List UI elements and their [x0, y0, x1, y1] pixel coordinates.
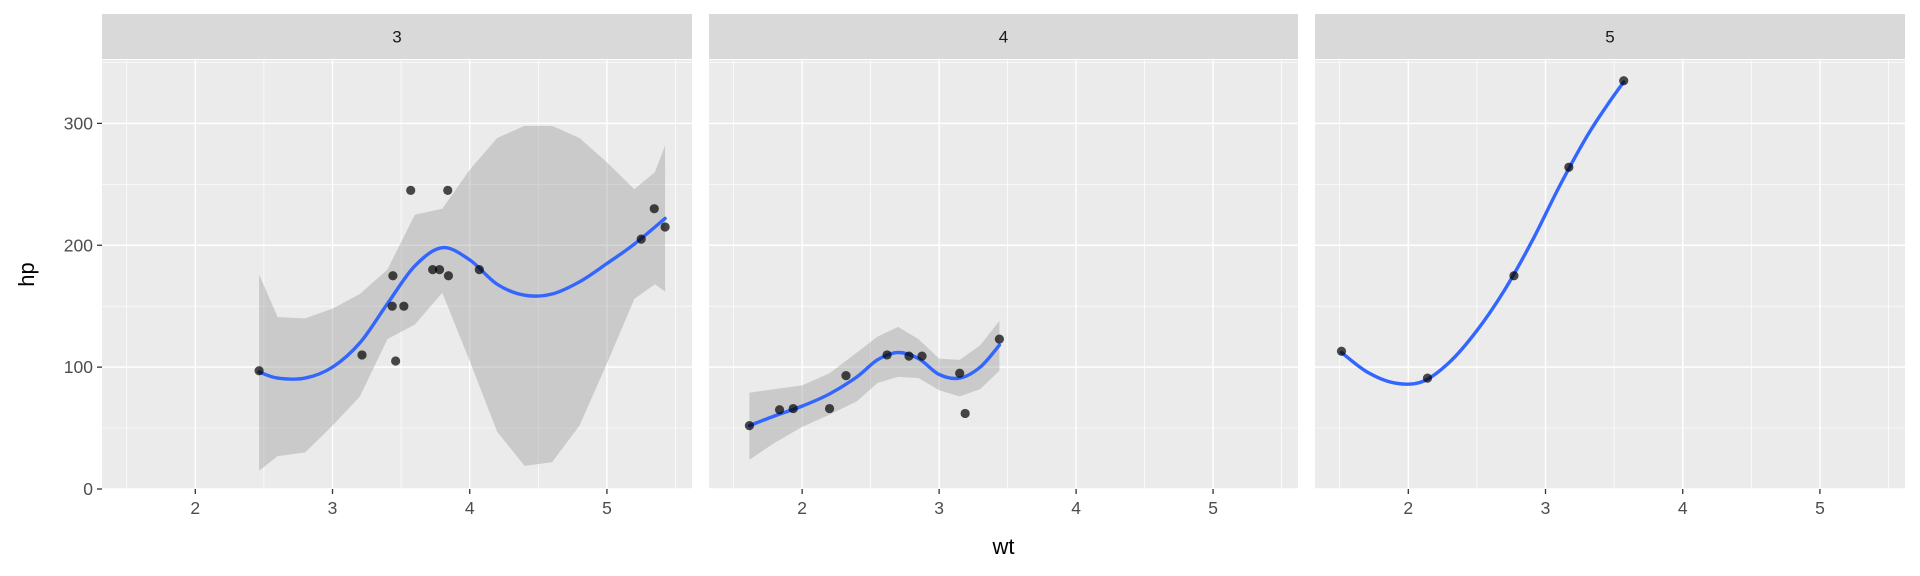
- x-tick-label: 4: [465, 498, 475, 518]
- y-tick-label: 300: [64, 113, 93, 133]
- facet-panel-4: 4: [709, 14, 1298, 490]
- confidence-band: [749, 320, 1000, 460]
- panel-background: [709, 60, 1298, 489]
- y-axis: 0 100 200 300: [64, 113, 102, 499]
- data-point: [1619, 76, 1629, 86]
- x-tick-label: 3: [1541, 498, 1551, 518]
- x-tick-label: 5: [1208, 498, 1218, 518]
- data-point: [1422, 373, 1433, 383]
- panel-background: [1315, 60, 1905, 489]
- x-tick-label: 5: [602, 498, 612, 518]
- data-point: [388, 271, 398, 281]
- data-point: [443, 185, 453, 196]
- data-point: [391, 356, 401, 366]
- facet-panel-5: 5: [1315, 14, 1905, 490]
- x-tick-label: 4: [1678, 498, 1688, 518]
- data-point: [744, 421, 755, 431]
- facet-strip-label: 4: [999, 28, 1008, 47]
- facet-strip: [1315, 14, 1905, 59]
- x-tick-label: 2: [190, 498, 200, 518]
- data-point: [904, 351, 914, 361]
- data-point: [994, 334, 1004, 344]
- data-point: [406, 185, 416, 196]
- facet-strip-label: 3: [392, 28, 401, 47]
- smooth-line: [257, 216, 667, 381]
- y-tick-label: 100: [64, 357, 93, 377]
- x-tick-label: 5: [1815, 498, 1825, 518]
- data-point: [399, 301, 409, 311]
- x-tick-label: 3: [934, 498, 944, 518]
- facet-panel-3: 3: [102, 14, 692, 490]
- data-point: [357, 350, 367, 360]
- data-point: [774, 405, 785, 415]
- data-point: [660, 222, 670, 232]
- smooth-line: [1339, 80, 1626, 386]
- data-point: [474, 265, 484, 275]
- data-point: [841, 371, 851, 381]
- data-point: [387, 301, 397, 311]
- data-point: [917, 351, 927, 361]
- x-axes: 2 3 4 5 2 3 4 5 2 3 4 5: [190, 489, 1825, 518]
- data-point: [1336, 346, 1347, 356]
- data-point: [428, 265, 438, 275]
- data-point: [960, 408, 970, 419]
- facet-strip-label: 5: [1605, 28, 1614, 47]
- data-point: [443, 271, 454, 281]
- facet-strip: [709, 14, 1298, 59]
- data-point: [955, 368, 965, 378]
- data-point: [434, 265, 445, 275]
- data-point: [636, 234, 646, 244]
- x-tick-label: 2: [1403, 498, 1413, 518]
- data-point: [788, 403, 798, 414]
- y-tick-label: 0: [83, 479, 93, 499]
- confidence-band: [259, 125, 666, 471]
- data-point: [824, 403, 835, 414]
- facet-panels: 3 4 5: [102, 14, 1905, 490]
- x-tick-label: 4: [1071, 498, 1081, 518]
- facet-strip: [102, 14, 692, 59]
- x-tick-label: 3: [328, 498, 338, 518]
- data-point: [882, 350, 892, 360]
- data-point: [254, 366, 264, 376]
- data-point: [649, 204, 659, 214]
- y-tick-label: 200: [64, 235, 93, 255]
- data-point: [1509, 271, 1519, 281]
- y-axis-title: hp: [14, 262, 39, 286]
- x-tick-label: 2: [797, 498, 807, 518]
- x-axis-title: wt: [992, 534, 1015, 559]
- data-point: [1564, 162, 1574, 172]
